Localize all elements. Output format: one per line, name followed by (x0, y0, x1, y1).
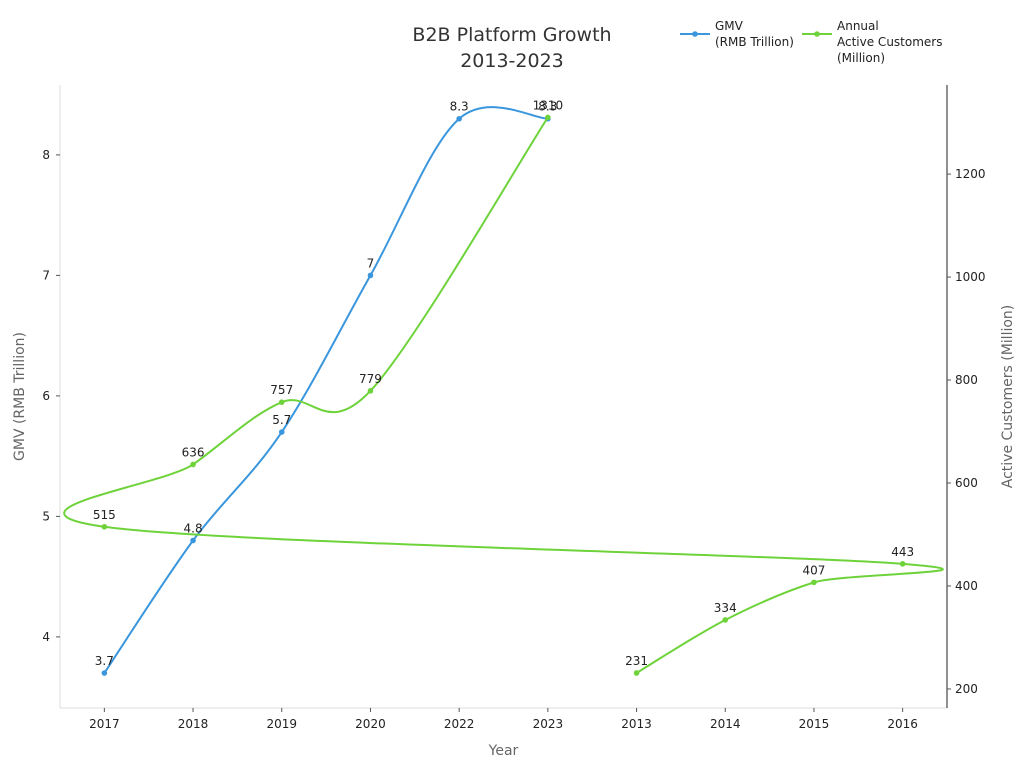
x-tick-label: 2018 (178, 717, 209, 731)
y-tick-label: 5 (42, 509, 50, 523)
legend-label: Annual Active Customers (Million) (837, 19, 943, 65)
series-line (63, 116, 944, 674)
legend-marker (814, 31, 820, 37)
y2-tick-label: 1200 (955, 167, 986, 181)
x-tick-label: 2016 (887, 717, 918, 731)
data-label: 443 (891, 545, 914, 559)
data-point (190, 537, 196, 544)
data-label: 757 (270, 383, 293, 397)
data-label: 407 (802, 563, 825, 577)
data-point (101, 670, 108, 676)
y2-axis-label: Active Customers (Million) (1000, 305, 1016, 489)
data-point (190, 461, 196, 468)
data-label: 231 (625, 654, 648, 668)
y2-tick-label: 1000 (955, 270, 986, 284)
y2-tick-label: 200 (955, 682, 978, 696)
data-point (811, 579, 817, 586)
data-label: 1310 (533, 98, 564, 112)
y2-tick-label: 400 (955, 579, 978, 593)
y2-tick-label: 800 (955, 373, 978, 387)
y2-tick-label: 600 (955, 476, 978, 490)
data-label: 4.8 (184, 522, 203, 536)
legend-label: GMV (RMB Trillion) (715, 19, 794, 49)
data-point (101, 523, 108, 530)
data-label: 515 (93, 508, 116, 522)
y-tick-label: 4 (42, 630, 50, 644)
y-tick-label: 7 (42, 268, 50, 282)
data-point (367, 388, 374, 394)
x-tick-label: 2023 (533, 717, 564, 731)
x-tick-label: 2013 (621, 717, 652, 731)
y-axis-label: GMV (RMB Trillion) (12, 332, 28, 461)
x-tick-label: 2017 (89, 717, 120, 731)
x-tick-label: 2015 (799, 717, 830, 731)
data-label: 779 (359, 372, 382, 386)
data-point (899, 561, 906, 567)
data-label: 8.3 (450, 100, 469, 114)
data-point (367, 272, 374, 279)
data-label: 8.3 (538, 100, 557, 114)
x-axis-label: Year (488, 743, 519, 759)
x-tick-label: 2022 (444, 717, 475, 731)
y-tick-label: 8 (42, 148, 50, 162)
chart-title: B2B Platform Growth 2013-2023 (412, 24, 612, 72)
x-tick-label: 2019 (266, 717, 297, 731)
data-label: 3.7 (95, 654, 114, 668)
legend-marker (692, 31, 698, 37)
series-line (103, 106, 548, 674)
data-label: 7 (367, 256, 375, 270)
data-point (278, 429, 285, 435)
data-point (278, 399, 285, 405)
x-tick-label: 2020 (355, 717, 386, 731)
data-point (633, 670, 640, 676)
data-label: 636 (182, 445, 205, 459)
data-label: 5.7 (272, 413, 291, 427)
data-label: 334 (714, 601, 737, 615)
data-point (545, 114, 551, 121)
y-tick-label: 6 (42, 389, 50, 403)
data-point (456, 115, 462, 122)
data-point (722, 617, 729, 623)
x-tick-label: 2014 (710, 717, 741, 731)
